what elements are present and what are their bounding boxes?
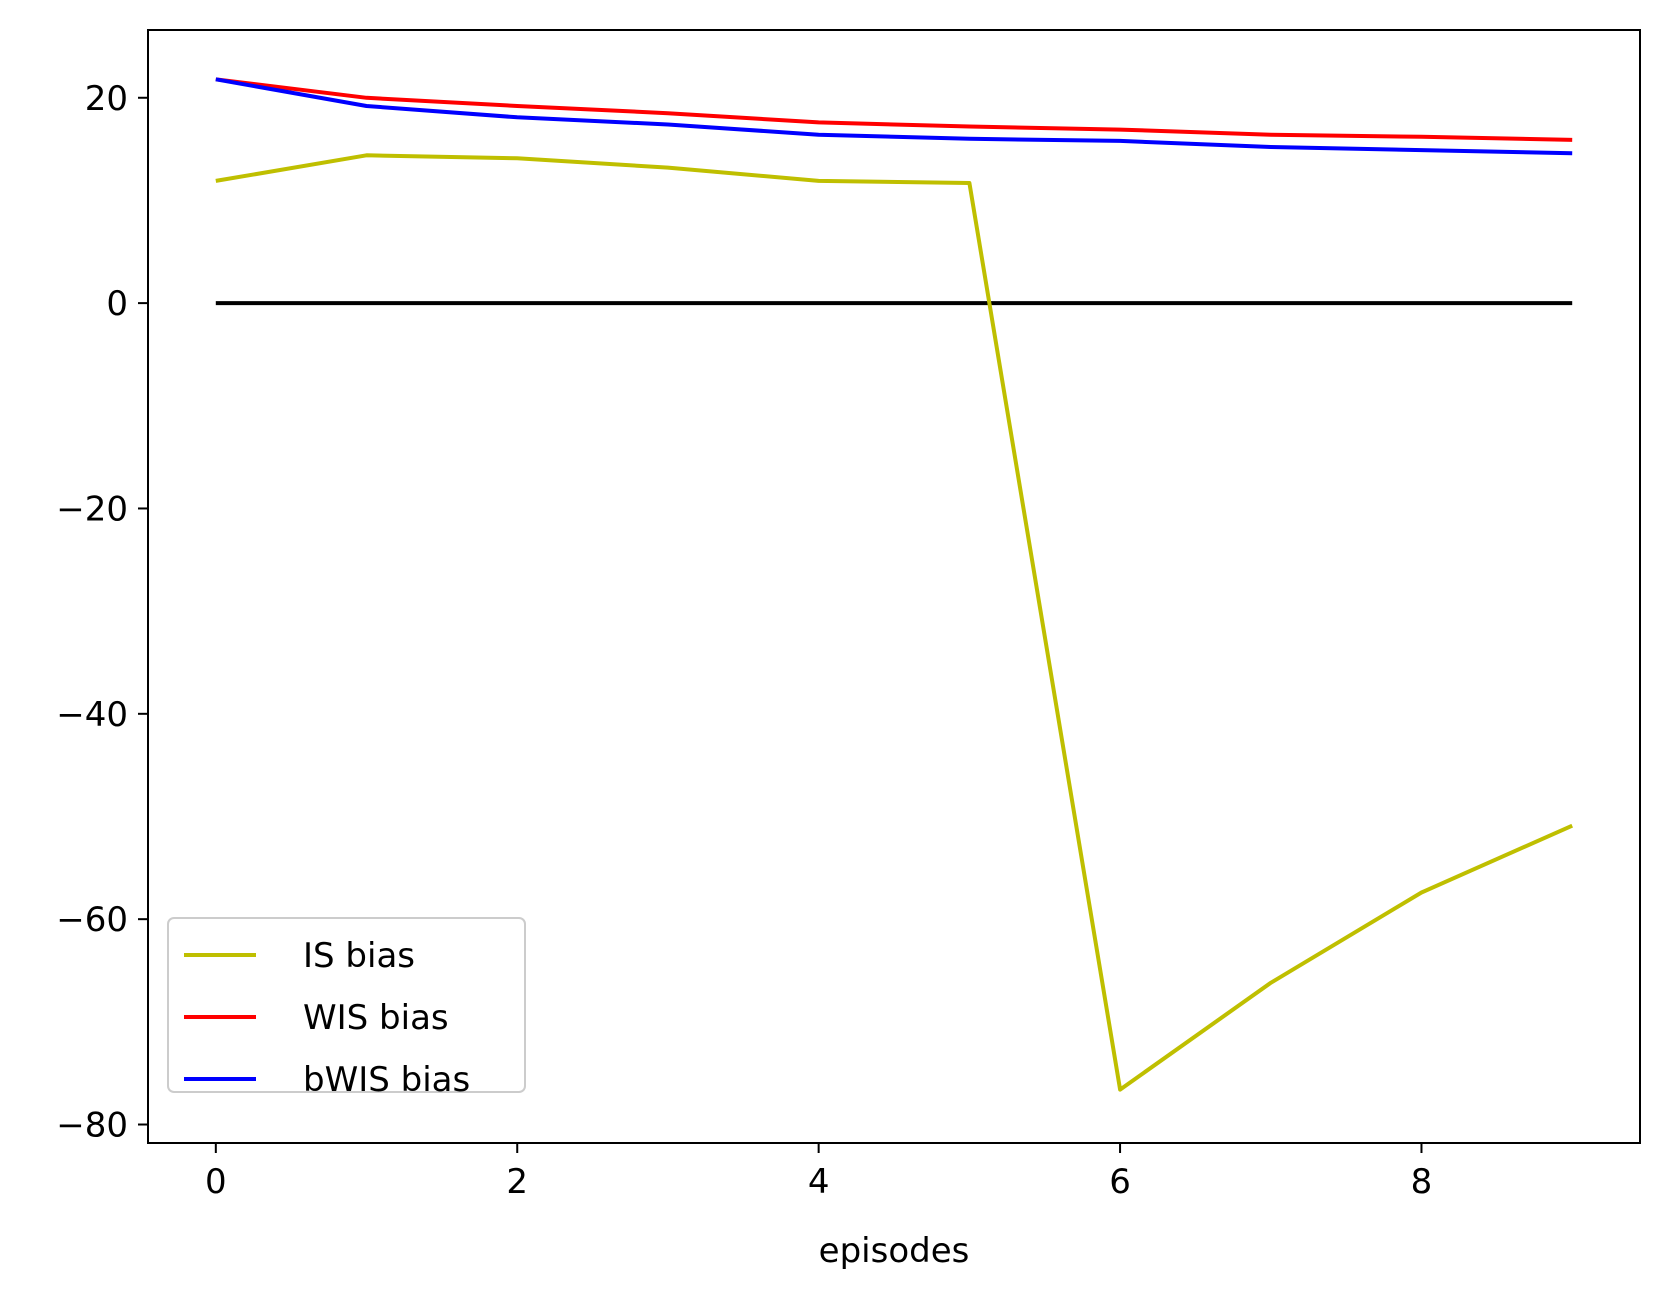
y-tick-label: 20 [85,79,128,119]
legend-box [167,917,526,1093]
y-tick-label: −60 [56,900,128,940]
x-tick-label: 2 [506,1162,528,1202]
x-tick-label: 6 [1109,1162,1131,1202]
x-tick-label: 0 [205,1162,227,1202]
x-axis: 0 2 4 6 8 [205,1143,1432,1202]
x-tick-label: 8 [1411,1162,1433,1202]
legend-label: bWIS bias [303,1060,470,1100]
y-tick-label: −80 [56,1106,128,1146]
plot-area-frame [147,29,1641,1144]
x-axis-label: episodes [819,1231,970,1271]
x-tick-label: 4 [808,1162,830,1202]
y-tick-label: −20 [56,489,128,529]
legend-label: IS bias [303,936,415,976]
series-line-bwis-bias [215,77,1573,156]
y-tick-label: −40 [56,695,128,735]
y-tick-label: 0 [106,284,128,324]
y-axis: 20 0 −20 −40 −60 −80 [56,79,148,1146]
legend-label: WIS bias [303,998,449,1038]
legend: IS bias WIS bias bWIS bias [167,917,526,1100]
series-layer [215,77,1574,1092]
series-line-wis-bias [215,77,1573,142]
series-line-is-bias [215,153,1574,1092]
